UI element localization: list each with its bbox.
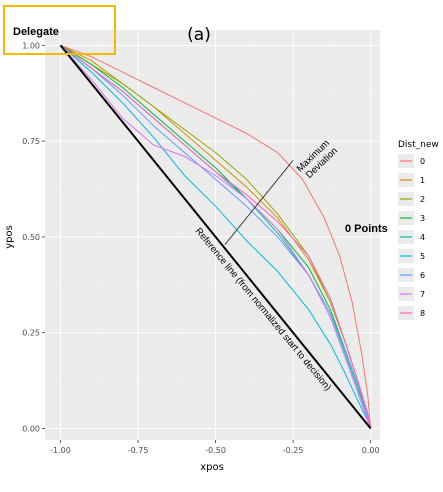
y-tick-label: 0.50 (22, 233, 40, 242)
x-tick-label: -0.25 (283, 446, 304, 455)
max-deviation-line (224, 159, 294, 245)
x-ticks: -1.00 -0.75 -0.50 -0.25 0.00 (50, 440, 380, 455)
x-tick-label: -0.75 (128, 446, 149, 455)
legend-label-6: 6 (420, 271, 425, 280)
series-layer (60, 44, 372, 429)
legend-title: Dist_new (398, 140, 439, 150)
legend: Dist_new 0 1 2 3 4 5 6 7 8 (398, 140, 439, 320)
x-tick-label: -1.00 (50, 446, 71, 455)
series-line-0 (60, 44, 372, 429)
points-annotation: 0 Points (345, 223, 388, 235)
y-axis-title: ypos (4, 225, 15, 249)
delegate-highlight-box (3, 5, 116, 55)
delegate-label: Delegate (13, 26, 59, 38)
legend-label-5: 5 (420, 252, 425, 261)
legend-label-1: 1 (420, 176, 425, 185)
legend-label-0: 0 (420, 157, 425, 166)
panel-label: (a) (187, 25, 211, 45)
series-line-6 (60, 44, 372, 429)
series-line-5 (60, 44, 372, 429)
legend-label-8: 8 (420, 309, 425, 318)
series-line-7 (60, 44, 372, 429)
legend-label-2: 2 (420, 195, 425, 204)
x-axis-title: xpos (200, 462, 224, 473)
series-line-8 (60, 44, 372, 429)
legend-label-3: 3 (420, 214, 425, 223)
reference-line (59, 44, 372, 430)
legend-label-4: 4 (420, 233, 425, 242)
grid (45, 30, 380, 440)
y-tick-label: 0.00 (22, 425, 40, 434)
y-tick-label: 0.25 (22, 329, 40, 338)
x-tick-label: -0.50 (205, 446, 226, 455)
y-tick-label: 1.00 (22, 41, 40, 50)
x-tick-label: 0.00 (362, 446, 380, 455)
y-ticks: 0.00 0.25 0.50 0.75 1.00 (22, 41, 45, 434)
legend-label-7: 7 (420, 290, 425, 299)
y-tick-label: 0.75 (22, 137, 40, 146)
